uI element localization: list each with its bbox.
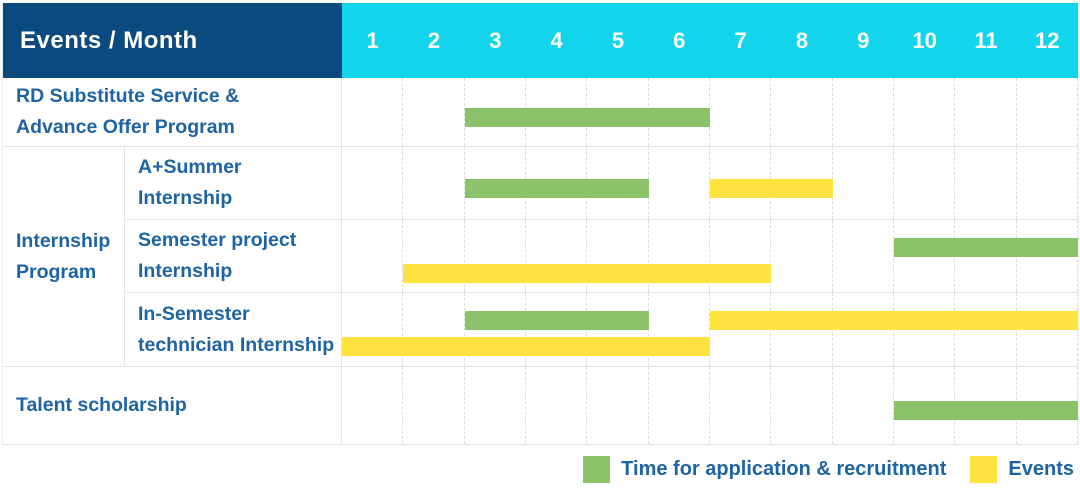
month-gridline-column (342, 78, 404, 146)
table-row: Talent scholarship (3, 366, 1078, 444)
month-gridline-column (710, 220, 772, 292)
legend-label: Time for application & recruitment (621, 458, 947, 480)
gantt-bar-yellow (710, 311, 1078, 330)
month-gridline-column (342, 293, 404, 366)
row-label-line: Advance Offer Program (16, 116, 235, 138)
month-label: 4 (550, 27, 563, 53)
sub-row-label: A+Summer Internship (125, 147, 342, 219)
legend-item: Events (970, 456, 1074, 483)
month-gridline-column (710, 367, 772, 444)
month-gridline-column (1017, 78, 1078, 146)
row-label-line: technician Internship (138, 333, 335, 356)
legend-label: Events (1008, 458, 1074, 480)
table-body: RD Substitute Service & Advance Offer Pro… (3, 78, 1078, 444)
month-gridline-column (587, 220, 649, 292)
table-sub-row: Semester project Internship (125, 219, 1078, 292)
gantt-bar-green (894, 238, 1078, 257)
header-events-month-label: Events / Month (3, 3, 342, 78)
month-gridline-column (526, 220, 588, 292)
month-gridline-column (894, 147, 956, 219)
month-gridline-column (649, 367, 710, 444)
sub-row-label: Semester project Internship (125, 220, 342, 292)
month-label: 10 (912, 27, 937, 53)
month-gridline-column (465, 220, 526, 292)
month-gridline-column (771, 220, 833, 292)
table-row: RD Substitute Service & Advance Offer Pro… (3, 78, 1078, 146)
gantt-bar-green (464, 311, 649, 330)
gantt-bar-green (894, 401, 1078, 420)
month-label: 8 (795, 27, 809, 53)
legend: Time for application & recruitment Events (583, 456, 1074, 483)
month-label: 6 (673, 27, 686, 53)
gantt-bar-yellow (403, 264, 772, 283)
month-header: 1 2 3 4 5 6 7 8 9 10 11 12 (342, 3, 1078, 78)
month-gridline-column (833, 220, 894, 292)
month-label: 2 (427, 27, 441, 53)
month-label: 12 (1035, 27, 1060, 53)
month-gridline-column (342, 147, 404, 219)
month-label: 9 (857, 27, 870, 53)
legend-swatch-yellow (970, 456, 998, 483)
row-label-line: Internship (16, 229, 111, 252)
gantt-bar-green (464, 107, 710, 127)
month-gridline-column (465, 367, 526, 444)
table-sub-row: A+Summer Internship (125, 147, 1078, 219)
month-label: 7 (734, 27, 747, 53)
row-label-line: Program (16, 260, 97, 283)
group-label: Internship Program (3, 147, 125, 366)
row-label-line: A+Summer (138, 156, 242, 178)
month-gridline-column (649, 147, 710, 219)
row-label: RD Substitute Service & Advance Offer Pro… (3, 78, 342, 146)
row-label-line: Internship (138, 260, 233, 282)
month-gridline-column (955, 78, 1017, 146)
gantt-bar-green (464, 178, 649, 198)
month-gridline-column (955, 147, 1017, 219)
gantt-bar-yellow (342, 337, 710, 356)
chart-cell (342, 293, 1078, 366)
month-gridline-column (403, 78, 465, 146)
legend-swatch-green (583, 456, 611, 483)
month-gridline-column (403, 220, 465, 292)
month-gridline-column (771, 78, 833, 146)
events-month-table: Events / Month 1 2 3 4 5 6 7 8 9 10 11 12 RD Substi… (2, 3, 1079, 445)
group-sub-rows: A+Summer Internship Semester project Intern… (125, 147, 1078, 366)
month-gridline-column (342, 220, 404, 292)
month-label: 11 (974, 27, 998, 53)
month-gridline-column (894, 78, 956, 146)
month-gridline-column (587, 367, 649, 444)
month-gridline-column (403, 293, 465, 366)
table-header-row: Events / Month 1 2 3 4 5 6 7 8 9 10 11 12 (3, 3, 1078, 78)
row-label-line: Internship (138, 187, 233, 209)
row-label-line: RD Substitute Service & (16, 85, 240, 107)
month-gridline-column (833, 78, 894, 146)
table-sub-row: In-Semester technician Internship (125, 292, 1078, 366)
row-label-line: Talent scholarship (16, 394, 187, 416)
month-label: 3 (489, 27, 502, 53)
chart-cell (342, 367, 1078, 444)
month-gridline-column (649, 220, 710, 292)
month-gridline-column (403, 147, 465, 219)
legend-item: Time for application & recruitment (583, 456, 946, 483)
row-label: Talent scholarship (3, 367, 342, 444)
month-gridline-column (1017, 147, 1078, 219)
month-label: 5 (611, 27, 625, 53)
month-gridline-column (526, 367, 588, 444)
internship-program-group-row: Internship Program A+Summer Internship Semes… (3, 146, 1078, 366)
month-gridline-column (342, 367, 404, 444)
chart-cell (342, 147, 1078, 219)
sub-row-label: In-Semester technician Internship (125, 293, 342, 366)
month-gridline-column (403, 367, 465, 444)
month-gridline-column (649, 293, 710, 366)
row-label-line: Semester project (138, 229, 297, 251)
month-gridline-column (710, 78, 772, 146)
month-gridline-column (771, 367, 833, 444)
month-gridline-column (833, 147, 894, 219)
gantt-bar-yellow (710, 178, 833, 198)
month-label: 1 (366, 27, 379, 53)
month-gridline-column (833, 367, 894, 444)
chart-cell (342, 78, 1078, 146)
chart-cell (342, 220, 1078, 292)
row-label-line: In-Semester (138, 302, 250, 325)
